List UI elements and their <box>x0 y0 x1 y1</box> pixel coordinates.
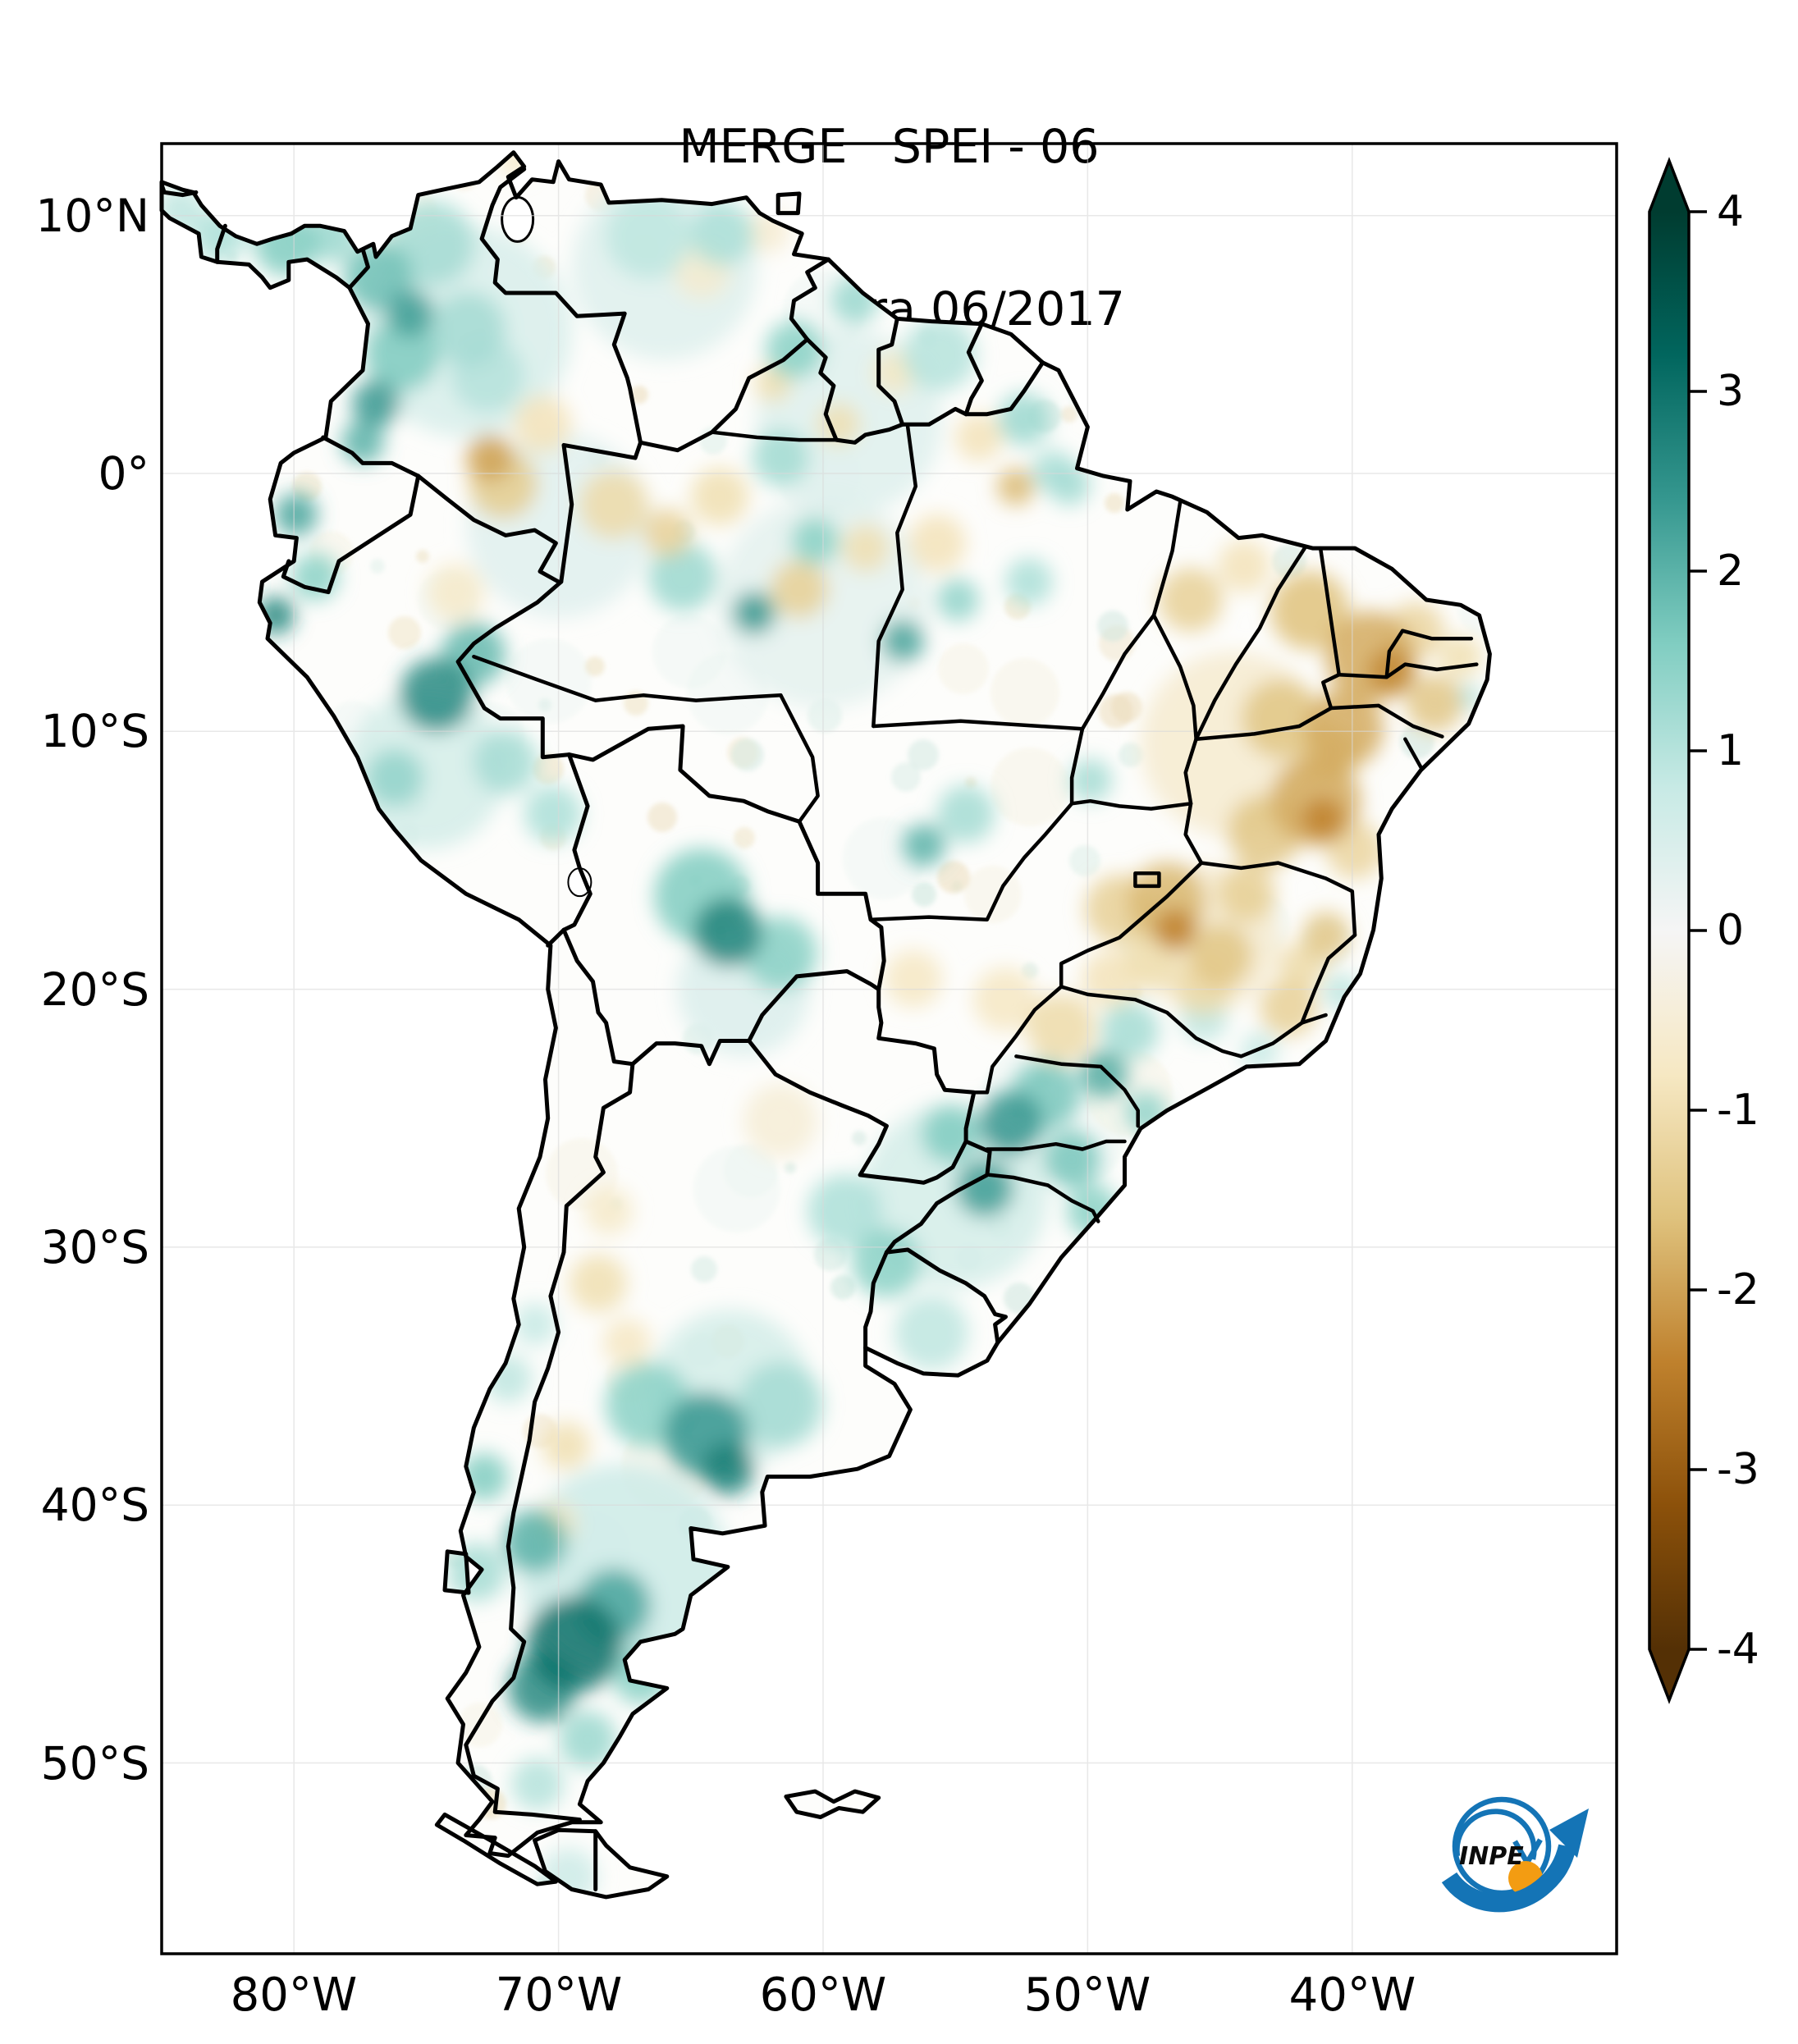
lat-tick-label: 10°N <box>35 190 149 242</box>
colorbar-tick-label: 2 <box>1717 546 1745 596</box>
spei-raster <box>162 152 1490 1897</box>
inpe-logo-spiral-icon <box>1454 1809 1537 1860</box>
lon-tick-label: 50°W <box>1023 1969 1151 2022</box>
lat-tick-label: 10°S <box>40 705 149 757</box>
inpe-logo-big-arrow-icon <box>1441 1844 1576 1913</box>
lon-tick-label: 70°W <box>495 1969 623 2022</box>
colorbar-tick-label: 1 <box>1717 726 1745 775</box>
colorbar-tick-label: 0 <box>1717 906 1745 955</box>
raster-anomaly-blobs <box>162 152 1482 1897</box>
coastline <box>159 150 1492 1900</box>
colorbar-tick-label: -1 <box>1717 1086 1759 1135</box>
state-borders <box>472 425 1479 1223</box>
lon-tick-label: 40°W <box>1288 1969 1416 2022</box>
colorbar-tick-label: -2 <box>1717 1265 1759 1315</box>
lat-tick-label: 30°S <box>40 1221 149 1273</box>
country-borders <box>159 167 1045 1891</box>
colorbar-tick-label: -4 <box>1717 1625 1759 1674</box>
lat-tick-label: 50°S <box>40 1737 149 1790</box>
lon-tick-label: 80°W <box>230 1969 358 2022</box>
title-line1: MERGE SPEI - 06 <box>679 120 1100 174</box>
map-frame <box>160 142 1618 1955</box>
colorbar-tick-label: -3 <box>1717 1445 1759 1494</box>
colorbar-tick-label: 4 <box>1717 187 1745 236</box>
inpe-logo-text: INPE <box>1459 1842 1524 1871</box>
lat-tick-label: 20°S <box>40 963 149 1016</box>
colorbar-extend-min <box>1649 1649 1689 1700</box>
colorbar-tick-label: 3 <box>1717 367 1745 416</box>
lat-tick-label: 0° <box>98 447 150 500</box>
graticule <box>162 144 1617 1954</box>
colorbar <box>1648 157 1707 1704</box>
colorbar-extend-max <box>1649 161 1689 212</box>
lon-tick-label: 60°W <box>759 1969 887 2022</box>
lat-tick-label: 40°S <box>40 1479 149 1531</box>
inpe-logo: INPE <box>1430 1781 1594 1918</box>
inpe-logo-big-arrowhead-icon <box>1549 1809 1589 1858</box>
